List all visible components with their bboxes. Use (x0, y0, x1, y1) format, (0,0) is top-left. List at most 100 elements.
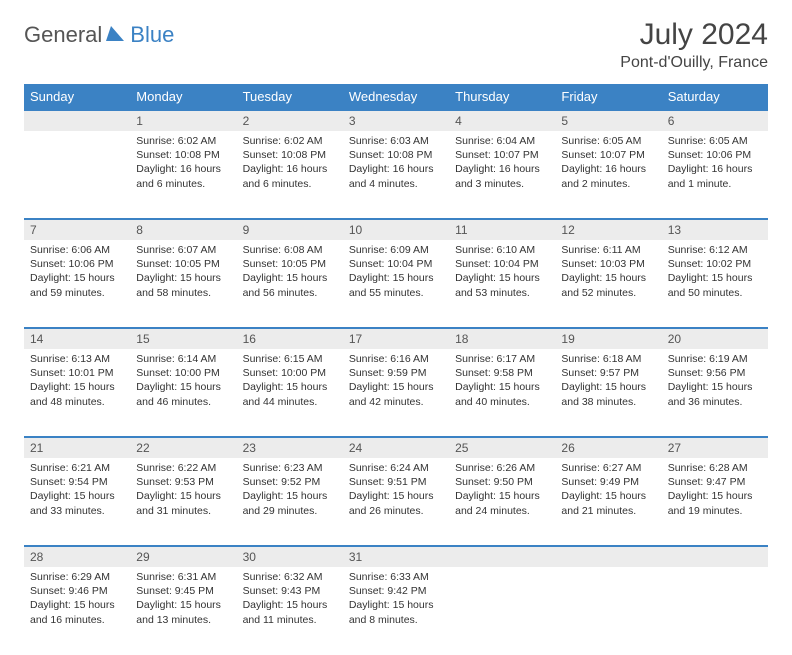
day-info-cell: Sunrise: 6:27 AMSunset: 9:49 PMDaylight:… (555, 458, 661, 546)
weekday-header: Tuesday (237, 84, 343, 110)
day-number-cell: 7 (24, 219, 130, 240)
day-number-row: 78910111213 (24, 219, 768, 240)
day-info-cell: Sunrise: 6:32 AMSunset: 9:43 PMDaylight:… (237, 567, 343, 655)
day-info-cell: Sunrise: 6:11 AMSunset: 10:03 PMDaylight… (555, 240, 661, 328)
day-number-row: 28293031 (24, 546, 768, 567)
day-number-cell: 1 (130, 110, 236, 131)
sun-info: Sunrise: 6:05 AMSunset: 10:07 PMDaylight… (555, 131, 661, 197)
sun-info: Sunrise: 6:31 AMSunset: 9:45 PMDaylight:… (130, 567, 236, 633)
day-info-cell: Sunrise: 6:07 AMSunset: 10:05 PMDaylight… (130, 240, 236, 328)
day-info-cell: Sunrise: 6:08 AMSunset: 10:05 PMDaylight… (237, 240, 343, 328)
weekday-header: Friday (555, 84, 661, 110)
day-number-cell: 28 (24, 546, 130, 567)
day-info-cell: Sunrise: 6:29 AMSunset: 9:46 PMDaylight:… (24, 567, 130, 655)
day-info-cell (449, 567, 555, 655)
sun-info: Sunrise: 6:32 AMSunset: 9:43 PMDaylight:… (237, 567, 343, 633)
day-number-cell: 12 (555, 219, 661, 240)
day-number-cell (662, 546, 768, 567)
day-number-cell (449, 546, 555, 567)
sun-info: Sunrise: 6:14 AMSunset: 10:00 PMDaylight… (130, 349, 236, 415)
day-number-cell (24, 110, 130, 131)
day-info-cell: Sunrise: 6:21 AMSunset: 9:54 PMDaylight:… (24, 458, 130, 546)
day-info-cell: Sunrise: 6:03 AMSunset: 10:08 PMDaylight… (343, 131, 449, 219)
day-number-cell: 6 (662, 110, 768, 131)
day-info-cell: Sunrise: 6:24 AMSunset: 9:51 PMDaylight:… (343, 458, 449, 546)
logo-text-general: General (24, 22, 102, 48)
sun-info: Sunrise: 6:16 AMSunset: 9:59 PMDaylight:… (343, 349, 449, 415)
sun-info: Sunrise: 6:09 AMSunset: 10:04 PMDaylight… (343, 240, 449, 306)
day-info-cell: Sunrise: 6:33 AMSunset: 9:42 PMDaylight:… (343, 567, 449, 655)
day-number-cell: 24 (343, 437, 449, 458)
sun-info: Sunrise: 6:11 AMSunset: 10:03 PMDaylight… (555, 240, 661, 306)
sun-info: Sunrise: 6:06 AMSunset: 10:06 PMDaylight… (24, 240, 130, 306)
day-info-row: Sunrise: 6:13 AMSunset: 10:01 PMDaylight… (24, 349, 768, 437)
day-info-cell: Sunrise: 6:22 AMSunset: 9:53 PMDaylight:… (130, 458, 236, 546)
day-info-row: Sunrise: 6:02 AMSunset: 10:08 PMDaylight… (24, 131, 768, 219)
sun-info: Sunrise: 6:24 AMSunset: 9:51 PMDaylight:… (343, 458, 449, 524)
day-number-cell: 4 (449, 110, 555, 131)
day-number-cell: 16 (237, 328, 343, 349)
triangle-icon (106, 24, 128, 47)
day-number-cell: 2 (237, 110, 343, 131)
day-info-row: Sunrise: 6:21 AMSunset: 9:54 PMDaylight:… (24, 458, 768, 546)
sun-info: Sunrise: 6:18 AMSunset: 9:57 PMDaylight:… (555, 349, 661, 415)
day-number-cell: 29 (130, 546, 236, 567)
day-info-cell: Sunrise: 6:02 AMSunset: 10:08 PMDaylight… (130, 131, 236, 219)
day-number-cell: 14 (24, 328, 130, 349)
day-info-cell: Sunrise: 6:10 AMSunset: 10:04 PMDaylight… (449, 240, 555, 328)
day-number-cell: 25 (449, 437, 555, 458)
day-info-cell: Sunrise: 6:05 AMSunset: 10:06 PMDaylight… (662, 131, 768, 219)
day-info-cell: Sunrise: 6:16 AMSunset: 9:59 PMDaylight:… (343, 349, 449, 437)
day-info-cell: Sunrise: 6:06 AMSunset: 10:06 PMDaylight… (24, 240, 130, 328)
day-number-row: 21222324252627 (24, 437, 768, 458)
day-info-row: Sunrise: 6:06 AMSunset: 10:06 PMDaylight… (24, 240, 768, 328)
day-number-cell: 20 (662, 328, 768, 349)
sun-info: Sunrise: 6:29 AMSunset: 9:46 PMDaylight:… (24, 567, 130, 633)
day-number-row: 123456 (24, 110, 768, 131)
location-label: Pont-d'Ouilly, France (620, 54, 768, 72)
sun-info: Sunrise: 6:22 AMSunset: 9:53 PMDaylight:… (130, 458, 236, 524)
sun-info: Sunrise: 6:26 AMSunset: 9:50 PMDaylight:… (449, 458, 555, 524)
sun-info: Sunrise: 6:28 AMSunset: 9:47 PMDaylight:… (662, 458, 768, 524)
day-info-cell: Sunrise: 6:31 AMSunset: 9:45 PMDaylight:… (130, 567, 236, 655)
sun-info: Sunrise: 6:33 AMSunset: 9:42 PMDaylight:… (343, 567, 449, 633)
day-number-cell: 18 (449, 328, 555, 349)
sun-info: Sunrise: 6:03 AMSunset: 10:08 PMDaylight… (343, 131, 449, 197)
sun-info: Sunrise: 6:15 AMSunset: 10:00 PMDaylight… (237, 349, 343, 415)
sun-info: Sunrise: 6:12 AMSunset: 10:02 PMDaylight… (662, 240, 768, 306)
day-number-cell: 3 (343, 110, 449, 131)
day-number-cell: 15 (130, 328, 236, 349)
calendar-table: Sunday Monday Tuesday Wednesday Thursday… (24, 84, 768, 655)
day-number-cell: 21 (24, 437, 130, 458)
day-info-cell: Sunrise: 6:26 AMSunset: 9:50 PMDaylight:… (449, 458, 555, 546)
day-number-cell: 13 (662, 219, 768, 240)
sun-info: Sunrise: 6:21 AMSunset: 9:54 PMDaylight:… (24, 458, 130, 524)
sun-info: Sunrise: 6:05 AMSunset: 10:06 PMDaylight… (662, 131, 768, 197)
day-number-cell: 31 (343, 546, 449, 567)
day-number-cell: 22 (130, 437, 236, 458)
sun-info: Sunrise: 6:02 AMSunset: 10:08 PMDaylight… (237, 131, 343, 197)
day-number-cell: 9 (237, 219, 343, 240)
weekday-header-row: Sunday Monday Tuesday Wednesday Thursday… (24, 84, 768, 110)
day-info-cell: Sunrise: 6:14 AMSunset: 10:00 PMDaylight… (130, 349, 236, 437)
title-block: July 2024 Pont-d'Ouilly, France (620, 18, 768, 72)
day-number-cell (555, 546, 661, 567)
sun-info: Sunrise: 6:17 AMSunset: 9:58 PMDaylight:… (449, 349, 555, 415)
day-info-cell (555, 567, 661, 655)
sun-info: Sunrise: 6:27 AMSunset: 9:49 PMDaylight:… (555, 458, 661, 524)
day-info-cell: Sunrise: 6:09 AMSunset: 10:04 PMDaylight… (343, 240, 449, 328)
weekday-header: Sunday (24, 84, 130, 110)
day-info-cell: Sunrise: 6:04 AMSunset: 10:07 PMDaylight… (449, 131, 555, 219)
sun-info: Sunrise: 6:10 AMSunset: 10:04 PMDaylight… (449, 240, 555, 306)
day-number-cell: 10 (343, 219, 449, 240)
weekday-header: Saturday (662, 84, 768, 110)
sun-info: Sunrise: 6:07 AMSunset: 10:05 PMDaylight… (130, 240, 236, 306)
sun-info: Sunrise: 6:08 AMSunset: 10:05 PMDaylight… (237, 240, 343, 306)
day-info-cell: Sunrise: 6:28 AMSunset: 9:47 PMDaylight:… (662, 458, 768, 546)
day-number-cell: 11 (449, 219, 555, 240)
sun-info: Sunrise: 6:02 AMSunset: 10:08 PMDaylight… (130, 131, 236, 197)
weekday-header: Wednesday (343, 84, 449, 110)
day-number-row: 14151617181920 (24, 328, 768, 349)
day-info-row: Sunrise: 6:29 AMSunset: 9:46 PMDaylight:… (24, 567, 768, 655)
day-info-cell: Sunrise: 6:02 AMSunset: 10:08 PMDaylight… (237, 131, 343, 219)
